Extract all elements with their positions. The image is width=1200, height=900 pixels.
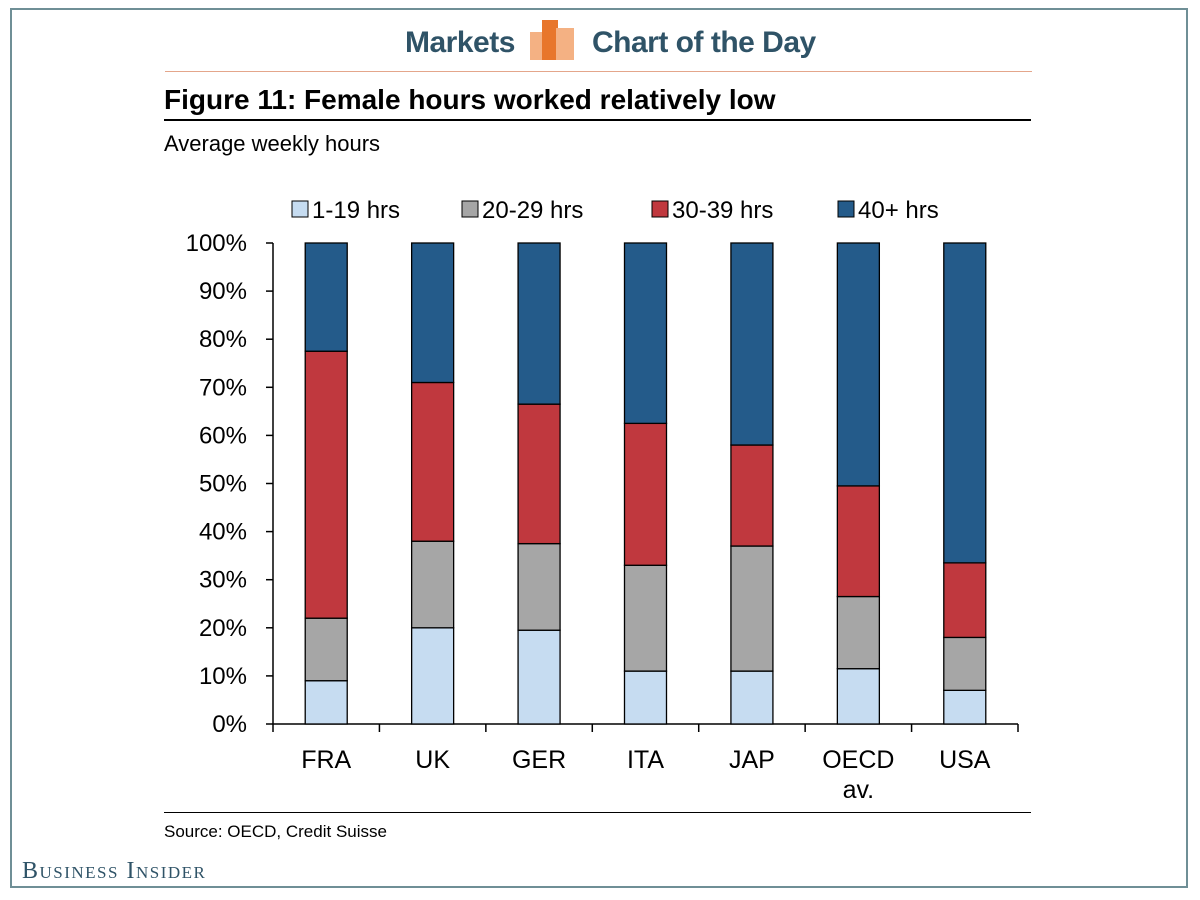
y-tick-label: 20% bbox=[199, 615, 247, 642]
bar-segment bbox=[730, 242, 774, 446]
figure-title: Figure 11: Female hours worked relativel… bbox=[164, 84, 776, 115]
bar-segment bbox=[623, 670, 668, 725]
bar-segment bbox=[943, 242, 987, 564]
bar-segment bbox=[943, 689, 987, 725]
legend-label: 30-39 hrs bbox=[672, 197, 773, 224]
bar-segment bbox=[517, 629, 561, 725]
y-tick-label: 100% bbox=[186, 230, 247, 257]
x-tick-label: UK bbox=[415, 746, 450, 774]
bar-segment bbox=[836, 485, 881, 598]
x-tick-label: GER bbox=[512, 746, 566, 774]
y-tick-label: 60% bbox=[199, 422, 247, 449]
y-tick-label: 80% bbox=[199, 326, 247, 353]
y-tick-label: 50% bbox=[199, 471, 247, 498]
bar-segment bbox=[836, 668, 881, 725]
y-tick-label: 70% bbox=[199, 374, 247, 401]
banner-markets-label: Markets bbox=[405, 26, 515, 59]
legend-label: 20-29 hrs bbox=[482, 197, 583, 224]
bar-segment bbox=[517, 242, 561, 405]
y-tick-label: 10% bbox=[199, 663, 247, 690]
bar-segment bbox=[304, 350, 348, 619]
x-tick-label: ITA bbox=[627, 746, 664, 774]
bar-segment bbox=[836, 595, 881, 670]
legend-swatch bbox=[651, 200, 669, 218]
bar-segment bbox=[410, 381, 455, 542]
image-frame bbox=[10, 8, 1188, 888]
bar-segment bbox=[943, 636, 987, 691]
bar-segment bbox=[730, 444, 774, 547]
chart-of-the-day-logo-icon bbox=[530, 20, 574, 60]
bar-segment bbox=[943, 562, 987, 639]
bar-segment bbox=[517, 542, 561, 631]
bar-segment bbox=[623, 564, 668, 672]
y-tick-label: 90% bbox=[199, 278, 247, 305]
bar-segment bbox=[304, 617, 348, 682]
x-tick-label: FRA bbox=[301, 746, 351, 774]
x-tick-label: av. bbox=[843, 776, 875, 804]
bar-segment bbox=[730, 545, 774, 672]
business-insider-logo: Business Insider bbox=[22, 858, 207, 884]
source-note: Source: OECD, Credit Suisse bbox=[164, 822, 387, 841]
legend-swatch bbox=[461, 200, 479, 218]
y-tick-label: 40% bbox=[199, 519, 247, 546]
legend-swatch bbox=[291, 200, 309, 218]
banner: Markets Chart of the Day bbox=[0, 20, 1200, 68]
bar-segment bbox=[410, 242, 455, 384]
x-tick-label: OECD bbox=[822, 746, 894, 774]
bar-segment bbox=[410, 627, 455, 725]
bar-segment bbox=[304, 242, 348, 352]
title-divider bbox=[164, 119, 1031, 121]
y-tick-label: 30% bbox=[199, 567, 247, 594]
bar-segment bbox=[623, 422, 668, 566]
banner-divider bbox=[165, 71, 1032, 72]
legend-swatch bbox=[837, 200, 855, 218]
bar-segment bbox=[623, 242, 668, 425]
bar-segment bbox=[730, 670, 774, 725]
legend-label: 1-19 hrs bbox=[312, 197, 400, 224]
bar-segment bbox=[517, 403, 561, 545]
x-tick-label: JAP bbox=[729, 746, 775, 774]
legend-label: 40+ hrs bbox=[858, 197, 939, 224]
figure-subtitle: Average weekly hours bbox=[164, 131, 381, 156]
x-tick-label: USA bbox=[939, 746, 991, 774]
bar-segment bbox=[410, 540, 455, 629]
banner-chart-of-the-day-label: Chart of the Day bbox=[592, 26, 816, 59]
y-tick-label: 0% bbox=[212, 711, 247, 738]
bar-segment bbox=[304, 680, 348, 725]
bar-segment bbox=[836, 242, 881, 487]
source-divider bbox=[164, 812, 1031, 813]
